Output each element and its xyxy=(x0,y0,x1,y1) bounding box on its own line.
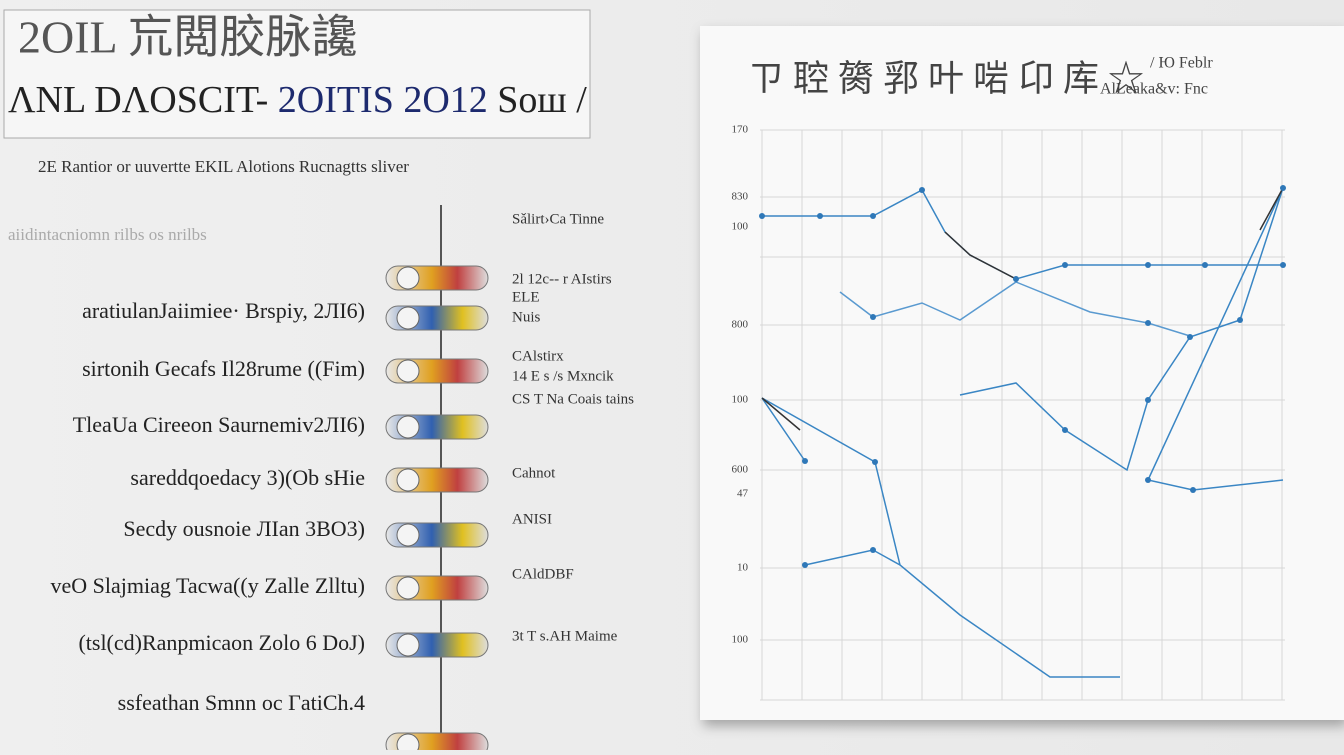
line xyxy=(761,397,1120,678)
line xyxy=(761,397,801,431)
line xyxy=(839,281,1191,337)
side-label: ANISI xyxy=(512,511,552,527)
y-label: 800 xyxy=(732,319,749,331)
list-item: veO Slajmiag Tacwa((y Zalle Zlltu) xyxy=(51,573,366,598)
side-label: Nuis xyxy=(512,309,541,325)
line xyxy=(944,231,1017,280)
side-label: ELE xyxy=(512,289,540,305)
y-label: 100 xyxy=(732,221,749,233)
plot-points xyxy=(759,185,1286,568)
y-label: 170 xyxy=(732,124,749,136)
title-part: 2OITIS 2O12 xyxy=(278,79,488,121)
panel xyxy=(700,26,1344,720)
toggle-knob xyxy=(396,468,420,492)
toggle-knob xyxy=(396,266,420,290)
panel-corner: / Ю Feblr xyxy=(1150,55,1213,72)
header-title: ΛNL DΛOSCIT- 2OITIS 2O12 Sош / xyxy=(8,79,587,121)
title-part: ΛNL DΛOSCIT- xyxy=(8,79,278,121)
panel-title: ㄗ 聜 膐 郛 叶 啱 卬 库 ☆ xyxy=(748,58,1144,98)
side-label: 2l 12c-- r AIstirs xyxy=(512,271,612,287)
side-label: CAlstirx xyxy=(512,348,564,364)
side-label: CAldDBF xyxy=(512,566,574,582)
side-label: Sǎlirt›Ca Tinne xyxy=(512,211,604,227)
list-item: aratiulanJaiimiee· Brspiy, 2ЛI6) xyxy=(82,298,365,323)
title-part: Sош / xyxy=(488,79,587,121)
toggle-knob xyxy=(396,415,420,439)
side-label: CS T Na Coais tains xyxy=(512,391,634,407)
y-label: 600 xyxy=(732,464,749,476)
toggle-knob xyxy=(396,576,420,600)
list-item: ssfeathan Smnn oc ГatiCh.4 xyxy=(118,690,365,715)
subtitle: 2E Rantior or uuvertte EKIL Alotions Ruc… xyxy=(38,157,409,176)
note: aiidintacniomn rilbs os nrilbs xyxy=(8,225,207,244)
toggle-knob xyxy=(396,359,420,383)
side-label: 3t T s.AH Maime xyxy=(512,628,618,644)
list-item: sirtonih Gecafs Il28rume ((Fim) xyxy=(82,356,365,381)
list-item: Secdy ousnoie ЛIan 3BO3) xyxy=(123,516,365,541)
logo: 2OIL 巟閲胶脉讒 xyxy=(18,12,357,63)
toggle-knob xyxy=(396,306,420,330)
list: aratiulanJaiimiee· Brspiy, 2ЛI6) sirtonih… xyxy=(51,265,489,755)
grid xyxy=(760,129,1285,701)
list-item: (tsl(cd)Ranpmicaon Zolo 6 DoJ) xyxy=(78,630,365,655)
y-labels: 170 830 100 800 100 600 47 10 100 xyxy=(732,124,749,646)
toggle-knob xyxy=(396,633,420,657)
side-label: Cahnot xyxy=(512,465,556,481)
toggle-knob xyxy=(396,523,420,547)
y-label: 830 xyxy=(732,191,749,203)
y-label: 10 xyxy=(737,562,749,574)
side-labels: Sǎlirt›Ca Tinne 2l 12c-- r AIstirs ELE Nuis… xyxy=(512,211,634,644)
list-item: TleaUa Cireeon Saurnemiv2ЛI6) xyxy=(73,412,365,437)
side-label: 14 E s /s Mxncik xyxy=(512,368,614,384)
y-label: 100 xyxy=(732,394,749,406)
list-item: sareddqoedacy 3)(Ob sHie xyxy=(130,465,365,490)
y-label: 100 xyxy=(732,634,749,646)
line xyxy=(1259,187,1284,231)
panel-subtitle: AlLeaka&v: Fnc xyxy=(1100,81,1208,98)
header-box xyxy=(3,9,591,139)
y-label: 47 xyxy=(737,488,749,500)
